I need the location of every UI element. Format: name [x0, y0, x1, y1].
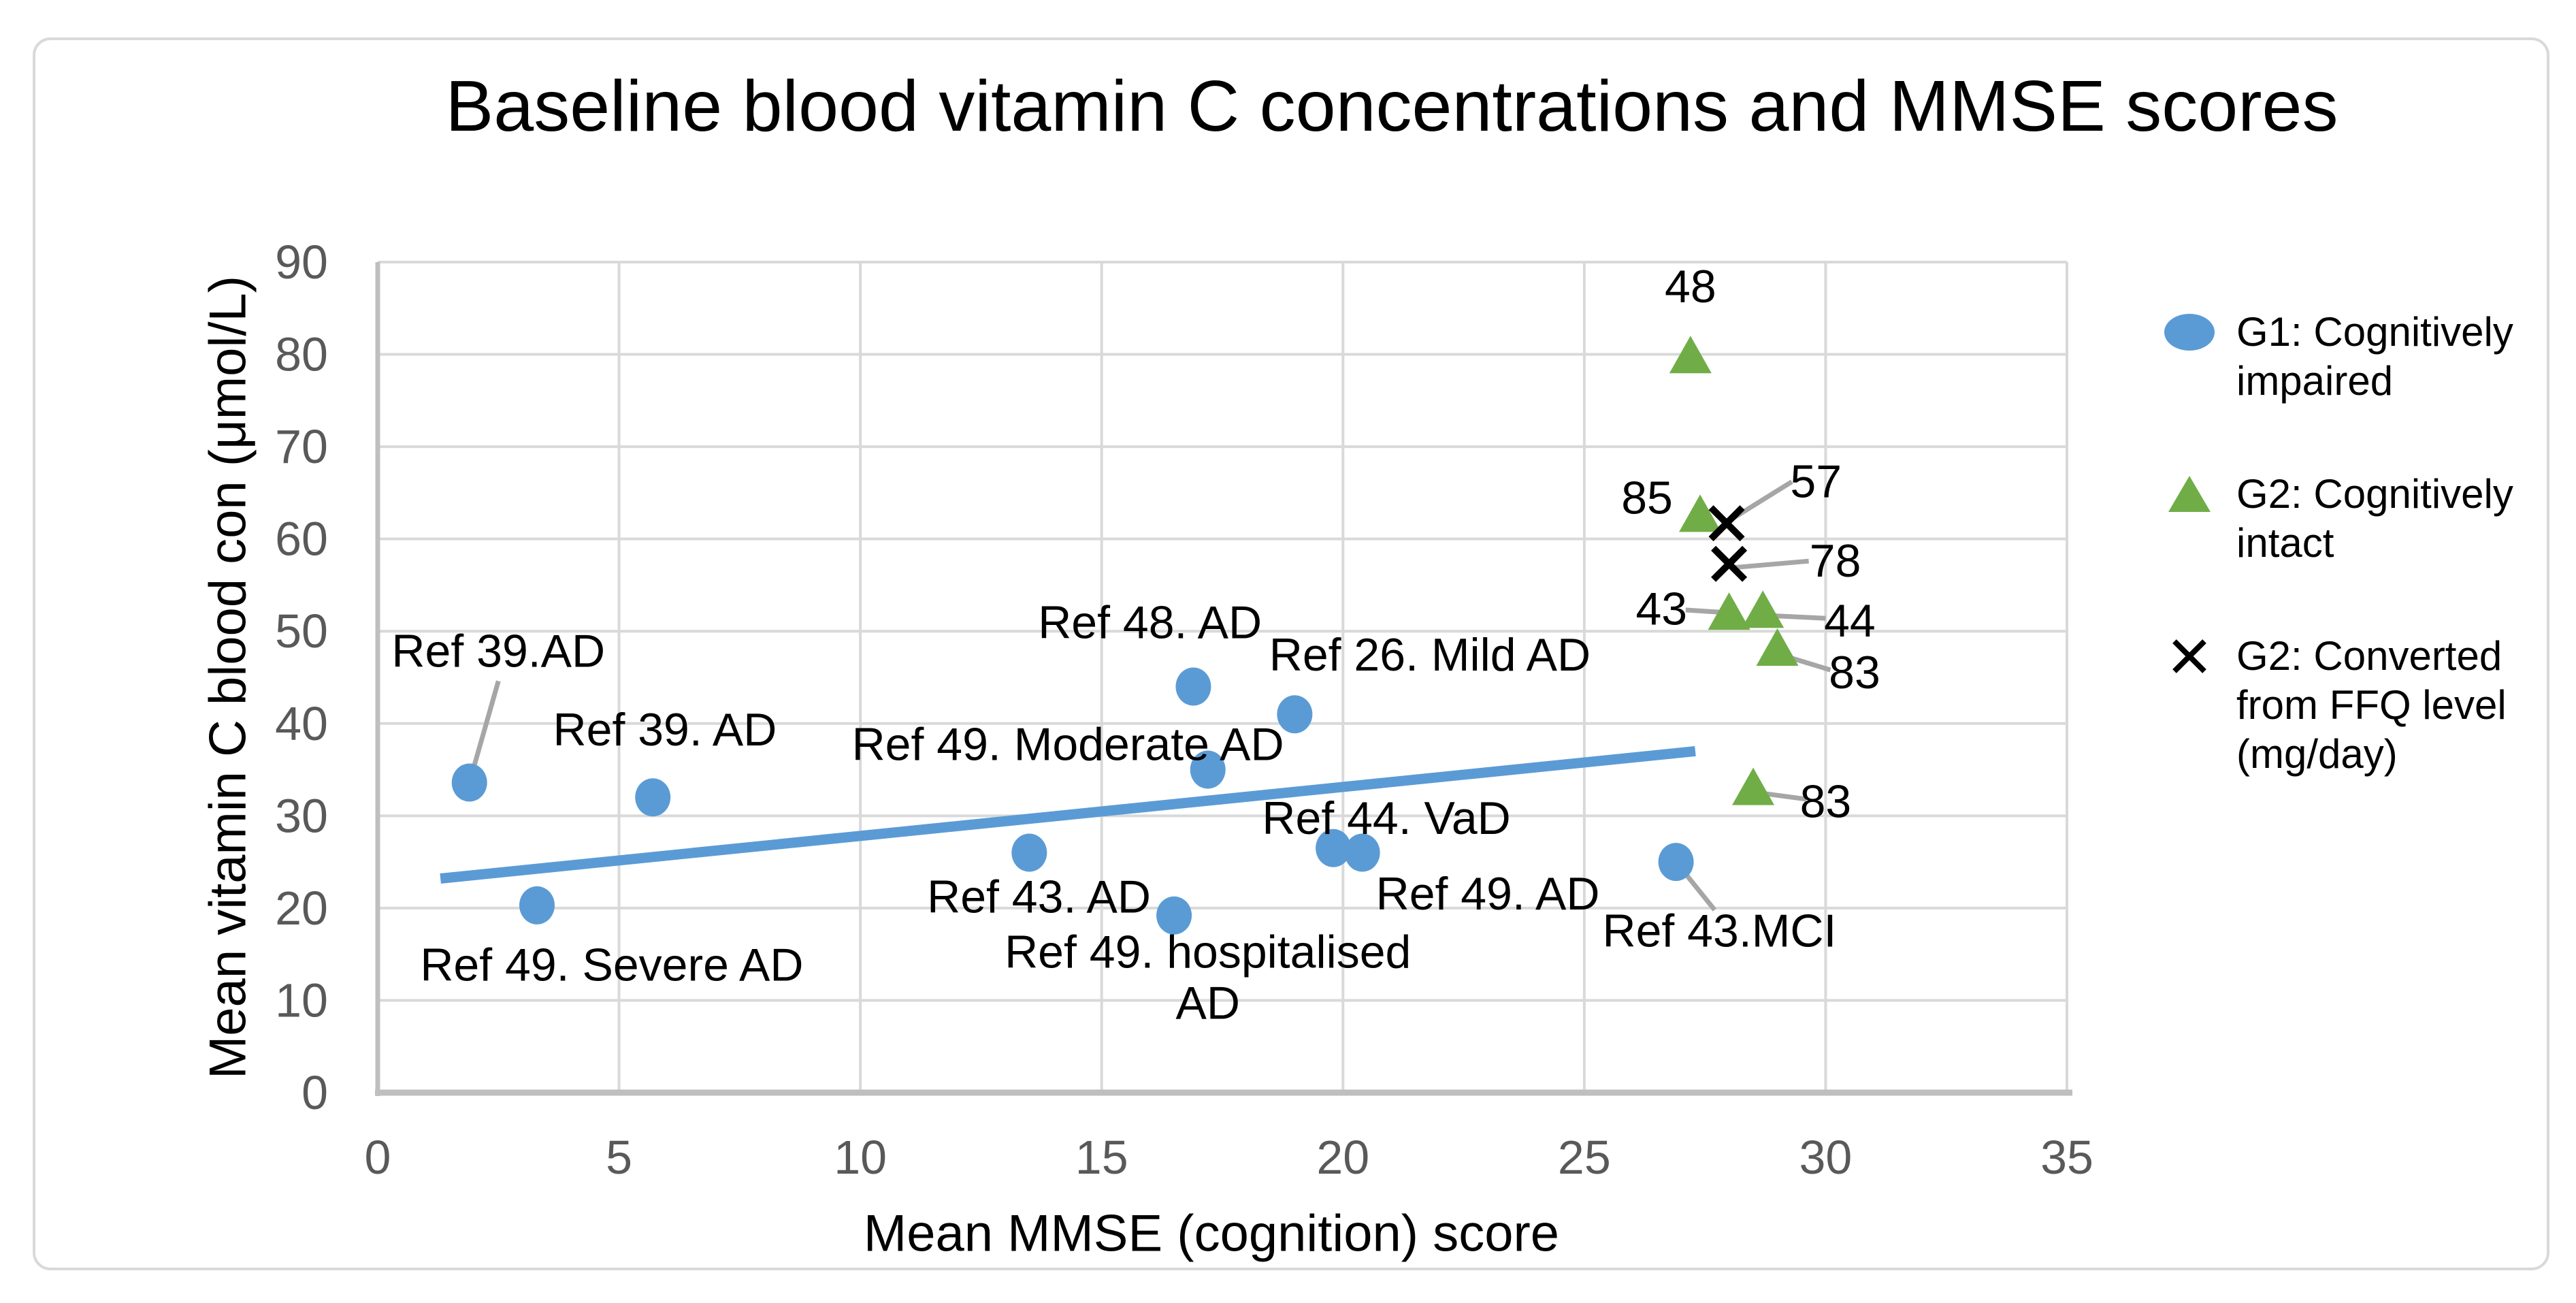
- data-point-g1-circle[interactable]: [1658, 843, 1694, 882]
- chart-border: [33, 37, 2549, 1270]
- legend-item-label: G2: Converted from FFQ level (mg/day): [2236, 633, 2507, 777]
- legend-item-label: G2: Cognitively intact: [2236, 471, 2513, 566]
- triangle-marker-icon: [2142, 470, 2236, 519]
- chart-title: Baseline blood vitamin C concentrations …: [445, 66, 2338, 146]
- label-leader-line: [1767, 613, 1826, 621]
- legend-triangle-icon: [2168, 476, 2211, 512]
- y-axis-tick-label: 90: [275, 236, 328, 289]
- data-point-g2-triangle[interactable]: [1669, 336, 1712, 374]
- data-point-g2-triangle[interactable]: [1732, 767, 1775, 805]
- data-point-g1-circle[interactable]: [1344, 833, 1380, 872]
- data-point-g1-circle[interactable]: [1190, 750, 1226, 789]
- data-point-ffq-x[interactable]: [1708, 505, 1745, 542]
- x-axis-tick-label: 35: [2040, 1131, 2093, 1184]
- x-axis-tick-label: 5: [606, 1131, 632, 1184]
- legend: G1: Cognitively impaired G2: Cognitively in…: [2142, 308, 2513, 779]
- x-axis-tick-label: 0: [365, 1131, 391, 1184]
- data-point-g1-circle[interactable]: [1277, 695, 1313, 734]
- y-axis-tick-label: 70: [275, 420, 328, 473]
- y-axis-tick-label: 0: [301, 1066, 328, 1119]
- data-point-label: Ref 39.AD: [391, 626, 605, 677]
- data-point-g2-triangle[interactable]: [1742, 590, 1784, 628]
- data-point-g1-circle[interactable]: [1011, 833, 1047, 872]
- data-point-label: Ref 43.MCI: [1602, 905, 1836, 956]
- legend-item-g2-ffq[interactable]: G2: Converted from FFQ level (mg/day): [2142, 632, 2513, 779]
- data-point-label: 78: [1810, 535, 1861, 587]
- legend-item-g2-intact[interactable]: G2: Cognitively intact: [2142, 470, 2513, 568]
- data-point-label: 48: [1665, 261, 1716, 312]
- data-point-label: Ref 26. Mild AD: [1269, 629, 1591, 681]
- x-axis-tick-label: 30: [1799, 1131, 1852, 1184]
- legend-circle-icon: [2164, 314, 2215, 351]
- y-axis-tick-label: 80: [275, 328, 328, 381]
- data-point-label: Ref 43. AD: [927, 871, 1151, 922]
- label-leader-line: [1733, 558, 1809, 570]
- y-axis-tick-label: 10: [275, 974, 328, 1027]
- y-axis-tick-label: 50: [275, 605, 328, 658]
- x-axis-tick-label: 25: [1558, 1131, 1611, 1184]
- data-point-label: 83: [1800, 776, 1852, 828]
- x-axis-tick-label: 20: [1316, 1131, 1369, 1184]
- data-point-label: Ref 39. AD: [553, 704, 777, 756]
- data-point-label: 85: [1621, 472, 1673, 524]
- data-point-label: Ref 49. AD: [1376, 868, 1600, 920]
- data-point-g1-circle[interactable]: [451, 763, 487, 802]
- data-point-g1-circle[interactable]: [635, 778, 671, 817]
- data-point-label: AD: [1175, 978, 1239, 1029]
- data-point-g1-circle[interactable]: [1316, 829, 1352, 867]
- x-axis-title: Mean MMSE (cognition) score: [863, 1204, 1560, 1263]
- data-point-label: Ref 49. Severe AD: [420, 939, 803, 991]
- data-point-g2-triangle[interactable]: [1756, 628, 1799, 666]
- data-point-label: 83: [1829, 647, 1880, 698]
- x-axis-tick-label: 15: [1075, 1131, 1128, 1184]
- data-point-label: Ref 48. AD: [1038, 597, 1262, 649]
- data-point-ffq-x[interactable]: [1711, 545, 1748, 582]
- y-axis-tick-label: 20: [275, 882, 328, 935]
- data-point-g1-circle[interactable]: [1156, 896, 1192, 935]
- trendline: [440, 745, 1696, 884]
- x-marker-icon: [2142, 632, 2236, 681]
- legend-item-label: G1: Cognitively impaired: [2236, 309, 2513, 404]
- data-point-label: Ref 49. Moderate AD: [852, 719, 1284, 771]
- data-point-g1-circle[interactable]: [1175, 667, 1211, 706]
- x-axis-tick-label: 10: [834, 1131, 887, 1184]
- data-point-g1-circle[interactable]: [519, 886, 555, 924]
- data-point-label: Ref 44. VaD: [1262, 792, 1510, 844]
- data-point-g2-triangle[interactable]: [1679, 494, 1722, 532]
- label-leader-line: [1732, 479, 1793, 520]
- data-point-g2-triangle[interactable]: [1708, 592, 1750, 630]
- data-point-label: Ref 49. hospitalised: [1005, 927, 1411, 978]
- y-axis-tick-label: 60: [275, 513, 328, 566]
- y-axis-tick-label: 30: [275, 789, 328, 842]
- data-point-label: 44: [1824, 595, 1876, 647]
- data-point-label: 43: [1635, 583, 1687, 634]
- circle-marker-icon: [2142, 308, 2236, 357]
- data-point-label: 57: [1790, 455, 1842, 507]
- y-axis-tick-label: 40: [275, 697, 328, 750]
- legend-item-g1-impaired[interactable]: G1: Cognitively impaired: [2142, 308, 2513, 406]
- legend-x-icon: [2172, 639, 2206, 673]
